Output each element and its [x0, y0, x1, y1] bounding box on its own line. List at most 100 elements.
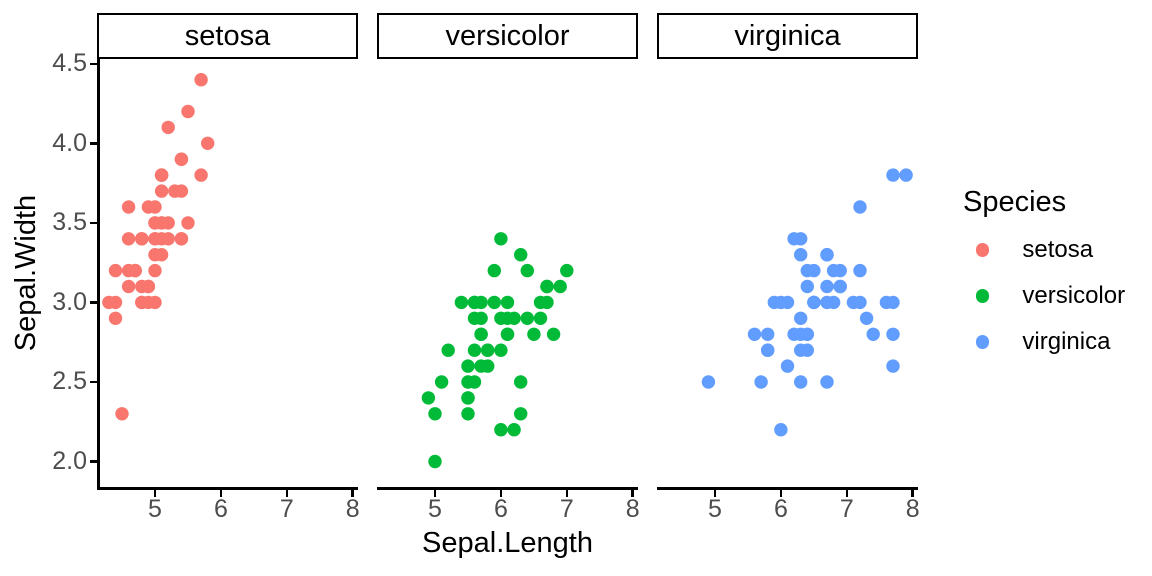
data-point: [487, 263, 501, 278]
data-point: [520, 311, 534, 325]
facet-strip-label: setosa: [184, 19, 271, 52]
data-point: [181, 216, 195, 230]
data-point: [853, 263, 867, 278]
data-point: [148, 263, 162, 278]
x-axis-tick: [631, 489, 634, 497]
data-point: [174, 232, 189, 246]
data-point: [886, 168, 900, 182]
data-point: [135, 295, 149, 310]
data-point: [820, 248, 834, 262]
data-point: [507, 311, 521, 325]
scatter-points-virginica: [701, 168, 913, 437]
facet-strip-virginica: virginica: [657, 13, 918, 59]
legend-item-versicolor: versicolor: [963, 273, 1125, 319]
data-point: [514, 407, 528, 421]
data-point: [540, 279, 554, 294]
x-axis-tick: [911, 489, 914, 497]
data-point: [428, 454, 442, 469]
data-point: [747, 327, 762, 341]
x-axis-tick: [779, 489, 783, 497]
legend: Species setosa versicolor virginica: [963, 186, 1125, 365]
legend-key-dot: [976, 335, 990, 349]
facet-panel-virginica: 5 6 7 8: [657, 59, 920, 523]
legend-items: setosa versicolor virginica: [963, 227, 1125, 365]
data-point: [560, 263, 574, 278]
y-axis-tick-label: 3.0: [52, 287, 87, 316]
data-point: [461, 407, 475, 421]
data-point: [121, 279, 136, 294]
data-point: [540, 295, 554, 310]
data-point: [474, 327, 488, 341]
data-point: [161, 120, 175, 135]
data-point: [135, 232, 149, 246]
data-point: [121, 263, 136, 278]
data-point: [201, 136, 215, 150]
data-point: [494, 343, 508, 357]
x-axis-tick: [219, 489, 223, 497]
x-axis-line: [97, 487, 358, 490]
data-point: [546, 327, 561, 341]
data-point: [154, 168, 169, 182]
data-point: [467, 343, 482, 357]
data-point: [161, 216, 175, 230]
data-point: [794, 327, 808, 341]
facet-strip-setosa: setosa: [97, 13, 358, 59]
data-point: [553, 279, 567, 294]
x-axis-tick-label: 7: [279, 495, 294, 523]
x-axis-tick-label: 8: [905, 495, 920, 523]
facet-strip-versicolor: versicolor: [377, 13, 638, 59]
data-point: [454, 295, 469, 310]
data-point: [121, 232, 136, 246]
data-point: [494, 423, 508, 437]
data-point: [194, 73, 208, 87]
legend-item-virginica: virginica: [963, 319, 1125, 365]
x-axis-line: [377, 487, 638, 490]
legend-item-label: versicolor: [1022, 282, 1126, 309]
data-point: [820, 279, 834, 294]
data-point: [853, 295, 867, 310]
facet-panel-setosa: 5 6 7 8 2.0 2.5 3.0 3.5 4.0 4.5: [52, 50, 359, 523]
data-point: [108, 263, 123, 278]
data-point: [767, 295, 781, 310]
data-point: [441, 343, 455, 357]
data-point: [494, 311, 508, 325]
y-axis-line: [97, 59, 100, 490]
scatter-points-versicolor: [421, 232, 574, 469]
data-point: [121, 200, 136, 214]
data-point: [794, 311, 808, 325]
data-point: [833, 279, 847, 294]
data-point: [800, 279, 814, 294]
data-point: [820, 375, 834, 389]
data-point: [421, 391, 436, 405]
data-point: [168, 184, 182, 198]
data-point: [487, 295, 501, 310]
data-point: [181, 104, 195, 119]
data-point: [754, 375, 768, 389]
facet-strip-label: versicolor: [445, 19, 570, 52]
data-point: [108, 295, 123, 310]
data-point: [428, 407, 442, 421]
x-axis-tick-label: 7: [839, 495, 854, 523]
data-point: [461, 359, 475, 373]
x-axis-tick-label: 5: [148, 495, 162, 523]
x-axis-tick-label: 6: [213, 495, 228, 523]
data-point: [148, 216, 162, 230]
data-point: [826, 263, 841, 278]
data-point: [794, 375, 808, 389]
scatter-points-setosa: [102, 73, 215, 421]
data-point: [154, 232, 169, 246]
x-axis-tick-label: 8: [345, 495, 360, 523]
data-point: [794, 343, 808, 357]
x-axis-tick-label: 5: [708, 495, 722, 523]
data-point: [853, 200, 867, 214]
data-point: [474, 311, 488, 325]
y-axis-tick: [90, 221, 97, 225]
data-point: [859, 311, 874, 325]
data-point: [761, 327, 775, 341]
data-point: [494, 232, 508, 246]
data-point: [500, 327, 515, 341]
data-point: [108, 311, 123, 325]
data-point: [474, 295, 488, 310]
data-point: [800, 263, 814, 278]
